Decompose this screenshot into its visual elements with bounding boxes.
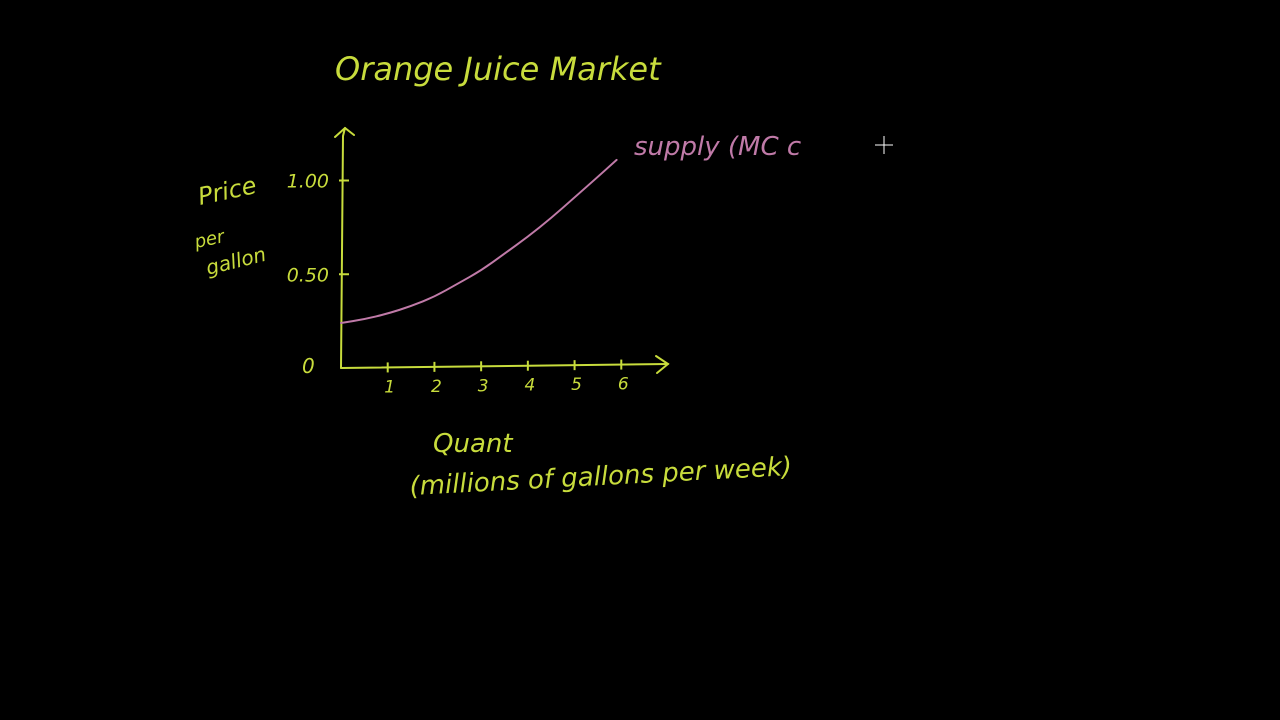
- y-axis-arrowhead: [334, 126, 355, 138]
- chart-axes: [334, 126, 670, 374]
- pen-cursor-icon: [875, 136, 893, 154]
- chart-title: Orange Juice Market: [335, 50, 662, 88]
- x-tick-label: 2: [431, 377, 442, 397]
- y-axis-label-line-1: Price: [195, 171, 259, 211]
- x-tick-label: 3: [478, 376, 489, 396]
- x-tick-label: 6: [618, 375, 629, 395]
- supply-series-label: supply (MC c: [634, 132, 801, 162]
- x-axis-arrowhead: [655, 355, 670, 374]
- x-axis-label-line-2: (millions of gallons per week): [409, 452, 793, 502]
- x-axis-label-line-1: Quant: [433, 429, 513, 459]
- series-group: [340, 158, 618, 324]
- x-axis-line: [340, 363, 669, 369]
- y-axis-label-line-2: per: [192, 226, 228, 253]
- origin-label: 0: [302, 354, 315, 378]
- x-tick-label: 4: [524, 376, 535, 396]
- y-axis-line: [340, 127, 346, 369]
- y-tick-label: 1.00: [287, 171, 329, 193]
- y-tick-group: 0.50 1.00: [287, 171, 349, 286]
- x-tick-label: 1: [384, 377, 395, 397]
- x-tick-label: 5: [571, 375, 582, 395]
- supply-curve-line: [340, 158, 618, 324]
- y-tick-label: 0.50: [287, 264, 329, 286]
- x-tick-group: 1 2 3 4 5 6: [384, 359, 629, 397]
